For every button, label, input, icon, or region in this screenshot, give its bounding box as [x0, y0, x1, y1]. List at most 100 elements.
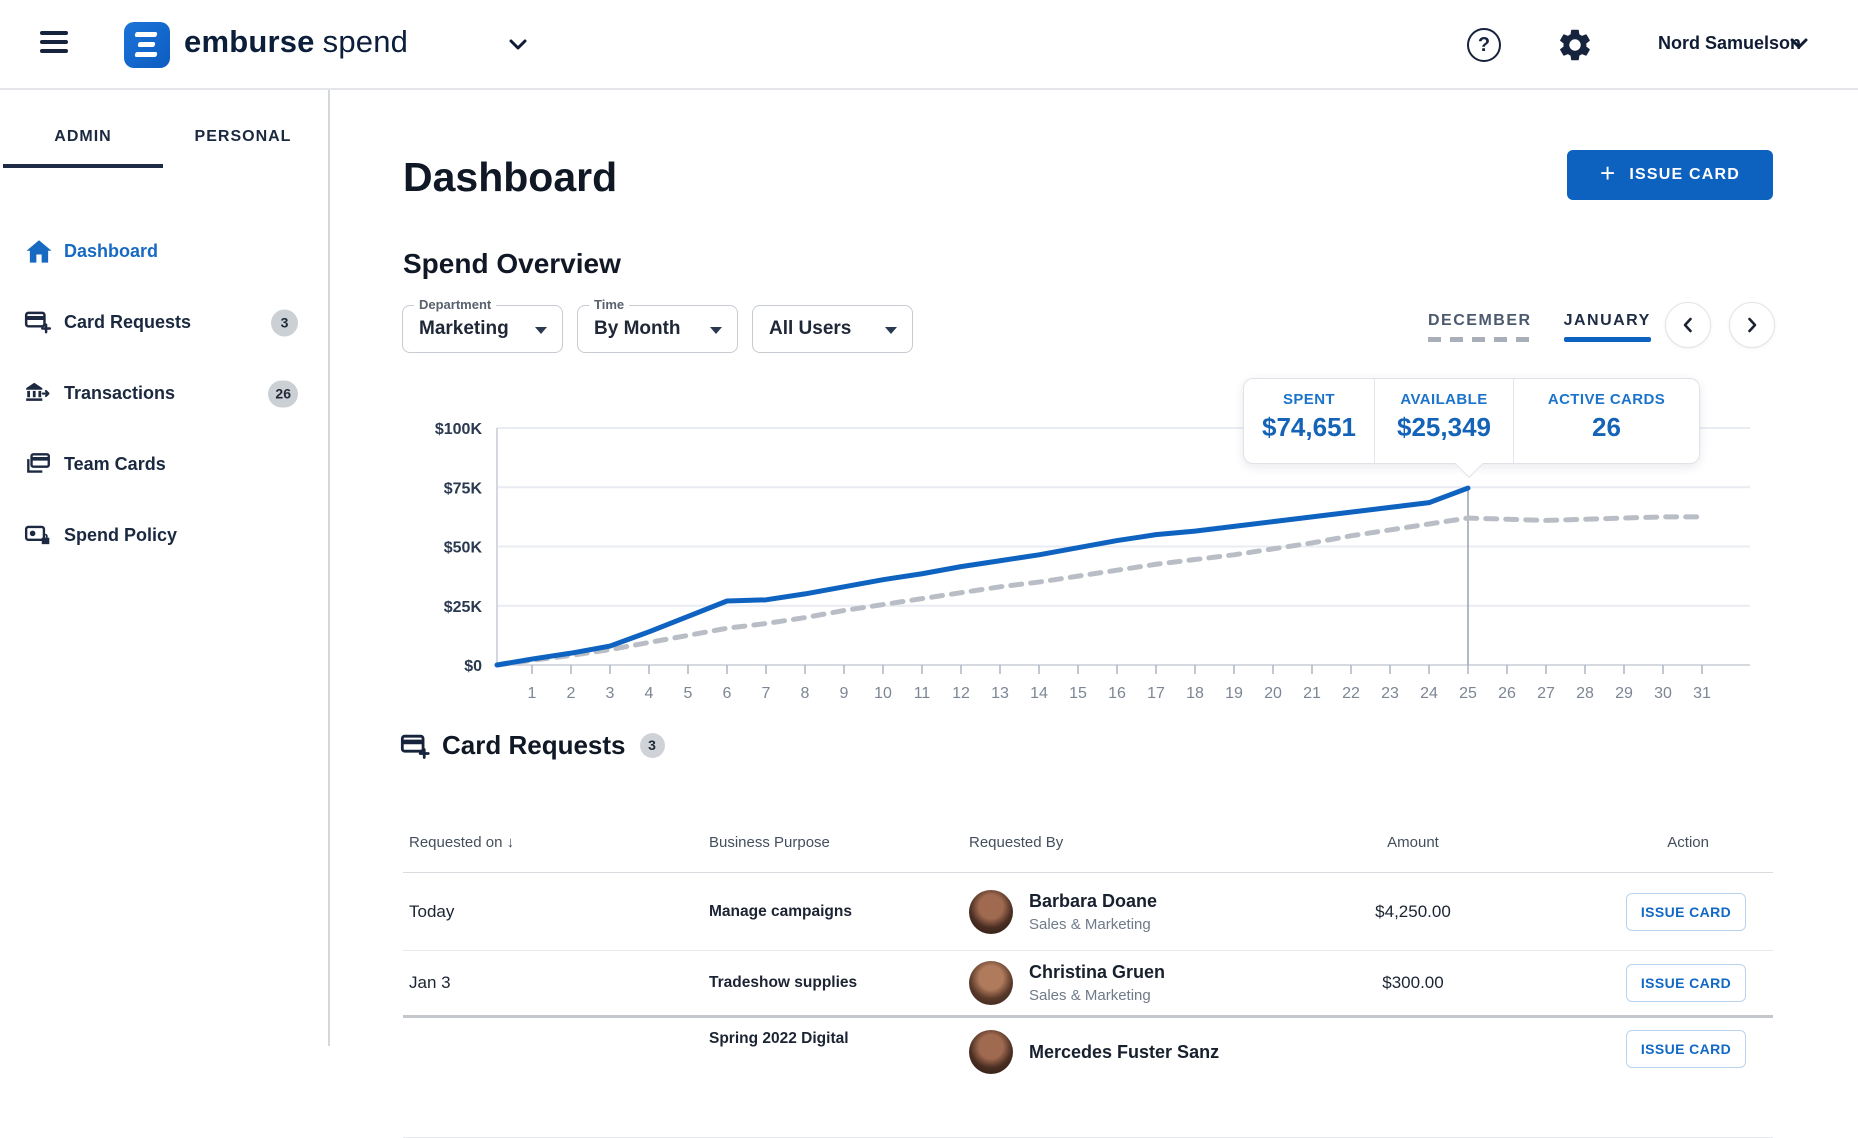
chevron-down-icon[interactable]: [508, 38, 528, 52]
next-month-button[interactable]: [1729, 302, 1775, 348]
svg-text:12: 12: [952, 685, 970, 702]
svg-text:15: 15: [1069, 685, 1087, 702]
sidebar-item-label: Transactions: [64, 383, 176, 403]
count-badge: 26: [268, 380, 298, 407]
select-label: Time: [589, 297, 630, 312]
team-cards-icon: [24, 450, 54, 480]
issue-card-row-button[interactable]: ISSUE CARD: [1626, 964, 1746, 1002]
tooltip-available: AVAILABLE $25,349: [1374, 379, 1513, 463]
sidebar-item-label: Dashboard: [64, 241, 159, 261]
requester-name: Christina Gruen: [1029, 962, 1166, 982]
requester-department: Sales & Marketing: [1029, 987, 1151, 1004]
gear-icon[interactable]: [1556, 26, 1594, 64]
requester-department: Sales & Marketing: [1029, 915, 1151, 933]
tooltip-spent: SPENT $74,651: [1244, 379, 1374, 463]
action-cell: ISSUE CARD: [1503, 964, 1773, 1002]
svg-text:8: 8: [801, 685, 810, 702]
requested-by-cell: Mercedes Fuster Sanz: [963, 1030, 1323, 1074]
chevron-down-icon: [885, 327, 897, 334]
action-cell: ISSUE CARD: [1503, 892, 1773, 931]
sidebar-item-spend-policy[interactable]: Spend Policy: [0, 500, 328, 571]
series-december: [494, 514, 1705, 668]
col-requested-on[interactable]: Requested on ↓: [409, 834, 515, 851]
requested-on-cell: Jan 3: [409, 973, 451, 992]
requester-name: Mercedes Fuster Sanz: [1029, 1041, 1220, 1062]
action-cell: ISSUE CARD: [1503, 1030, 1773, 1068]
requested-on-cell: Today: [409, 901, 455, 921]
svg-text:17: 17: [1147, 685, 1165, 702]
emburse-logo-icon[interactable]: [124, 22, 170, 68]
col-amount[interactable]: Amount: [1387, 834, 1439, 851]
svg-text:30: 30: [1654, 685, 1672, 702]
card-plus-icon: [400, 731, 430, 761]
department-select[interactable]: Department Marketing: [402, 297, 563, 353]
card-requests-badge: 3: [639, 733, 665, 758]
requested-by-cell: Christina Gruen Sales & Marketing: [963, 961, 1323, 1005]
svg-text:22: 22: [1342, 685, 1360, 702]
requested-by-cell: Barbara Doane Sales & Marketing: [963, 889, 1323, 934]
month-tab-december[interactable]: DECEMBER: [1428, 312, 1532, 342]
month-tab-underline: [1563, 337, 1651, 342]
issue-card-button[interactable]: + ISSUE CARD: [1567, 150, 1773, 200]
all-users-select[interactable]: All Users: [752, 305, 913, 353]
card-plus-icon: [24, 308, 54, 338]
svg-text:10: 10: [874, 685, 892, 702]
sidebar-item-team-cards[interactable]: Team Cards: [0, 429, 328, 500]
issue-card-row-button[interactable]: ISSUE CARD: [1626, 892, 1746, 931]
tooltip-active-cards: ACTIVE CARDS 26: [1513, 379, 1699, 463]
time-select[interactable]: Time By Month: [577, 297, 738, 353]
table-row: Spring 2022 Digital Mercedes Fuster Sanz…: [403, 1018, 1773, 1138]
help-icon[interactable]: ?: [1467, 28, 1501, 62]
chevron-down-icon: [535, 327, 547, 334]
svg-text:29: 29: [1615, 685, 1633, 702]
sidebar-item-transactions[interactable]: Transactions 26: [0, 358, 328, 429]
issue-card-row-button[interactable]: ISSUE CARD: [1626, 1030, 1746, 1068]
sidebar-item-card-requests[interactable]: Card Requests 3: [0, 287, 328, 358]
avatar: [969, 961, 1013, 1005]
sidebar-item-dashboard[interactable]: Dashboard: [0, 216, 328, 287]
available-value: $25,349: [1397, 412, 1491, 442]
svg-text:20: 20: [1264, 685, 1282, 702]
spend-overview-heading: Spend Overview: [403, 248, 621, 279]
user-menu[interactable]: Nord Samuelson: [1658, 33, 1802, 53]
card-requests-title: Card Requests: [442, 730, 626, 760]
svg-text:16: 16: [1108, 685, 1126, 702]
month-tab-january[interactable]: JANUARY: [1563, 312, 1651, 342]
menu-icon[interactable]: [40, 31, 68, 55]
avatar: [969, 889, 1013, 934]
col-action: Action: [1667, 834, 1709, 851]
svg-text:$100K: $100K: [435, 421, 483, 438]
table-row: Today Manage campaigns Barbara Doane Sal…: [403, 873, 1773, 951]
card-requests-heading: Card Requests 3: [400, 730, 665, 761]
avatar: [969, 1030, 1013, 1074]
month-tab-underline: [1428, 337, 1532, 342]
svg-text:28: 28: [1576, 685, 1594, 702]
home-icon: [24, 237, 54, 267]
tab-personal[interactable]: PERSONAL: [194, 128, 292, 145]
svg-text:26: 26: [1498, 685, 1516, 702]
business-purpose-cell: Tradeshow supplies: [709, 974, 858, 991]
col-requested-by[interactable]: Requested By: [969, 834, 1064, 851]
spend-chart: $0 $25K $50K $75K $100K 1 2 3 4 5 6 7 8 9 10 11 12 13 14 15…: [330, 340, 1858, 720]
chevron-down-icon[interactable]: [1790, 38, 1808, 50]
svg-text:1: 1: [528, 685, 537, 702]
previous-month-button[interactable]: [1665, 302, 1711, 348]
requester-name: Barbara Doane: [1029, 890, 1158, 911]
sidebar-item-label: Team Cards: [64, 454, 166, 474]
month-tab-label: JANUARY: [1563, 312, 1651, 329]
svg-text:5: 5: [684, 685, 693, 702]
bank-transfer-icon: [24, 379, 54, 409]
sidebar-item-label: Card Requests: [64, 312, 192, 332]
svg-text:13: 13: [991, 685, 1009, 702]
sidebar-item-label: Spend Policy: [64, 525, 178, 545]
col-business-purpose[interactable]: Business Purpose: [709, 834, 830, 851]
issue-card-button-label: ISSUE CARD: [1629, 166, 1741, 183]
tab-admin[interactable]: ADMIN: [3, 90, 163, 168]
spent-value: $74,651: [1262, 412, 1356, 442]
page-title: Dashboard: [403, 154, 618, 200]
svg-text:14: 14: [1030, 685, 1048, 702]
svg-text:7: 7: [762, 685, 771, 702]
svg-text:3: 3: [606, 685, 615, 702]
active-cards-value: 26: [1592, 412, 1621, 442]
svg-text:31: 31: [1693, 685, 1711, 702]
